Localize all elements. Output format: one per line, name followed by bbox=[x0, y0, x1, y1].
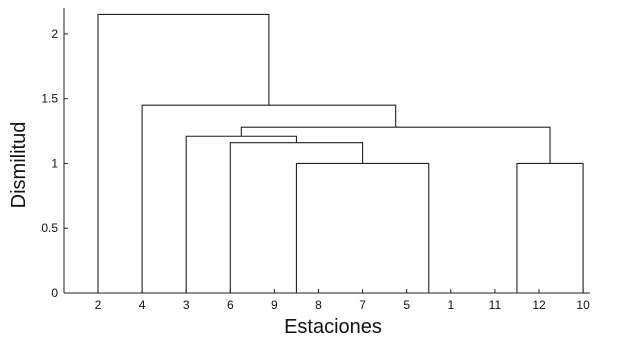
dendrogram-link bbox=[185, 135, 297, 293]
dendrogram-link bbox=[97, 13, 270, 293]
leaf-label: 10 bbox=[576, 298, 590, 312]
y-tick-label: 0 bbox=[51, 286, 58, 300]
leaf-label: 9 bbox=[271, 298, 278, 312]
y-ticks: 0 0.5 1 1.5 2 bbox=[41, 27, 68, 300]
x-ticks: 2 4 3 6 9 8 7 5 1 11 12 10 bbox=[95, 289, 590, 312]
y-tick-label: 2 bbox=[51, 27, 58, 41]
leaf-label: 7 bbox=[359, 298, 366, 312]
leaf-label: 12 bbox=[532, 298, 546, 312]
leaf-label: 5 bbox=[403, 298, 410, 312]
y-axis-title: Dismilitud bbox=[8, 122, 30, 209]
leaf-label: 6 bbox=[227, 298, 234, 312]
dendrogram-link bbox=[240, 126, 551, 164]
axes bbox=[63, 8, 590, 294]
y-tick-label: 1.5 bbox=[41, 92, 58, 106]
dendrogram-link bbox=[141, 104, 397, 293]
dendrogram-link bbox=[516, 162, 584, 293]
dendrogram-link bbox=[295, 162, 430, 293]
y-tick-label: 1 bbox=[51, 156, 58, 170]
y-tick-label: 0.5 bbox=[41, 221, 58, 235]
leaf-label: 2 bbox=[95, 298, 102, 312]
leaf-label: 11 bbox=[489, 298, 502, 312]
leaf-label: 4 bbox=[139, 298, 146, 312]
x-axis-title: Estaciones bbox=[284, 316, 382, 338]
leaf-label: 8 bbox=[315, 298, 322, 312]
leaf-label: 3 bbox=[183, 298, 190, 312]
dendrogram-links bbox=[97, 13, 584, 294]
leaf-label: 1 bbox=[447, 298, 454, 312]
